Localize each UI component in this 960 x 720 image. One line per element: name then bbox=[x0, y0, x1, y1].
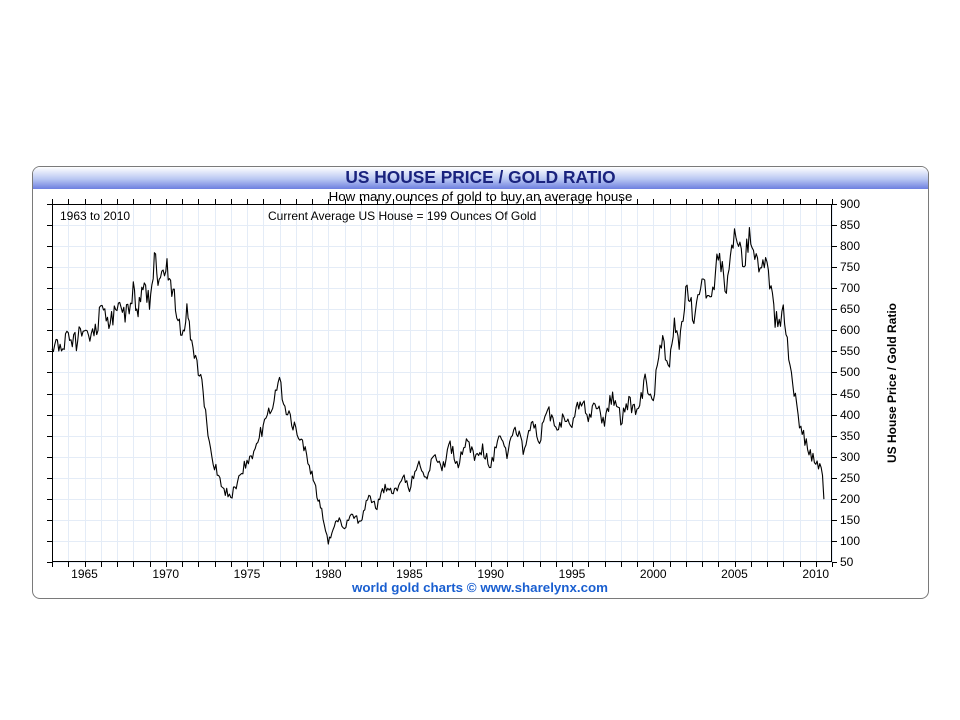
y-tick-label: 150 bbox=[840, 513, 860, 527]
y-tick-label: 250 bbox=[840, 471, 860, 485]
page-canvas: { "panel": { "x": 32, "y": 166, "w": 897… bbox=[0, 0, 960, 720]
y-tick-label: 350 bbox=[840, 429, 860, 443]
x-tick-label: 1970 bbox=[152, 567, 179, 581]
y-tick-label: 450 bbox=[840, 387, 860, 401]
x-tick-label: 2005 bbox=[721, 567, 748, 581]
y-tick-label: 50 bbox=[840, 555, 853, 569]
chart-title: US HOUSE PRICE / GOLD RATIO bbox=[345, 169, 615, 186]
x-tick-label: 1965 bbox=[71, 567, 98, 581]
chart-subtitle: How many ounces of gold to buy an averag… bbox=[33, 189, 928, 204]
chart-credit: world gold charts © www.sharelynx.com bbox=[0, 580, 960, 595]
y-tick-label: 800 bbox=[840, 239, 860, 253]
y-tick-label: 900 bbox=[840, 197, 860, 211]
y-tick-label: 550 bbox=[840, 344, 860, 358]
y-tick-label: 300 bbox=[840, 450, 860, 464]
x-tick-label: 2000 bbox=[640, 567, 667, 581]
annotation-current-value: Current Average US House = 199 Ounces Of… bbox=[268, 209, 536, 223]
x-tick-label: 1985 bbox=[396, 567, 423, 581]
y-tick-label: 400 bbox=[840, 408, 860, 422]
x-tick-label: 1990 bbox=[477, 567, 504, 581]
y-tick-label: 700 bbox=[840, 281, 860, 295]
y-tick-label: 200 bbox=[840, 492, 860, 506]
annotation-date-range: 1963 to 2010 bbox=[60, 209, 130, 223]
y-tick-label: 850 bbox=[840, 218, 860, 232]
x-tick-label: 1995 bbox=[559, 567, 586, 581]
x-tick-label: 2010 bbox=[802, 567, 829, 581]
y-tick-label: 100 bbox=[840, 534, 860, 548]
x-tick-label: 1980 bbox=[315, 567, 342, 581]
chart-titlebar: US HOUSE PRICE / GOLD RATIO bbox=[33, 167, 928, 189]
line-series bbox=[52, 204, 832, 562]
y-tick-label: 600 bbox=[840, 323, 860, 337]
y-tick-label: 500 bbox=[840, 365, 860, 379]
plot-area bbox=[52, 204, 832, 562]
y-tick-label: 750 bbox=[840, 260, 860, 274]
x-tick-label: 1975 bbox=[234, 567, 261, 581]
y-axis-title-right: US House Price / Gold Ratio bbox=[885, 303, 899, 463]
y-tick-label: 650 bbox=[840, 302, 860, 316]
